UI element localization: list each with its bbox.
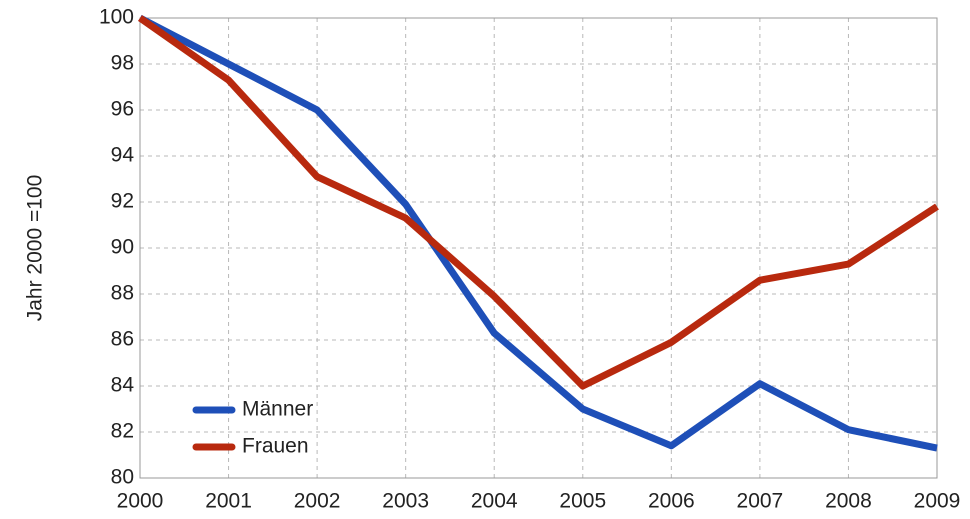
x-tick-label: 2000	[117, 490, 164, 513]
x-tick-label: 2001	[205, 490, 252, 513]
y-tick-label: 88	[111, 282, 134, 305]
line	[138, 14, 938, 452]
y-tick-label: 84	[111, 374, 135, 397]
line	[137, 15, 939, 390]
y-tick-label: 86	[111, 328, 134, 351]
y-tick-label: 96	[111, 98, 134, 121]
x-tick-label: 2003	[382, 490, 429, 513]
x-tick-label: 2006	[648, 490, 695, 513]
x-tick-label: 2002	[294, 490, 341, 513]
plot-frame	[139, 17, 938, 479]
legend-label: Frauen	[242, 435, 309, 458]
x-tick-label: 2005	[559, 490, 606, 513]
legend-label: Männer	[242, 398, 313, 421]
y-axis-label: Jahr 2000 =100	[24, 175, 47, 322]
y-tick-label: 94	[111, 144, 135, 167]
y-tick-label: 92	[111, 190, 134, 213]
y-tick-label: 80	[111, 466, 134, 489]
y-tick-label: 98	[111, 52, 134, 75]
y-tick-label: 82	[111, 420, 134, 443]
x-tick-label: 2009	[914, 490, 961, 513]
x-tick-label: 2008	[825, 490, 872, 513]
x-tick-label: 2007	[737, 490, 784, 513]
x-tick-label: 2004	[471, 490, 518, 513]
y-tick-label: 90	[111, 236, 134, 259]
y-tick-label: 100	[99, 6, 134, 29]
